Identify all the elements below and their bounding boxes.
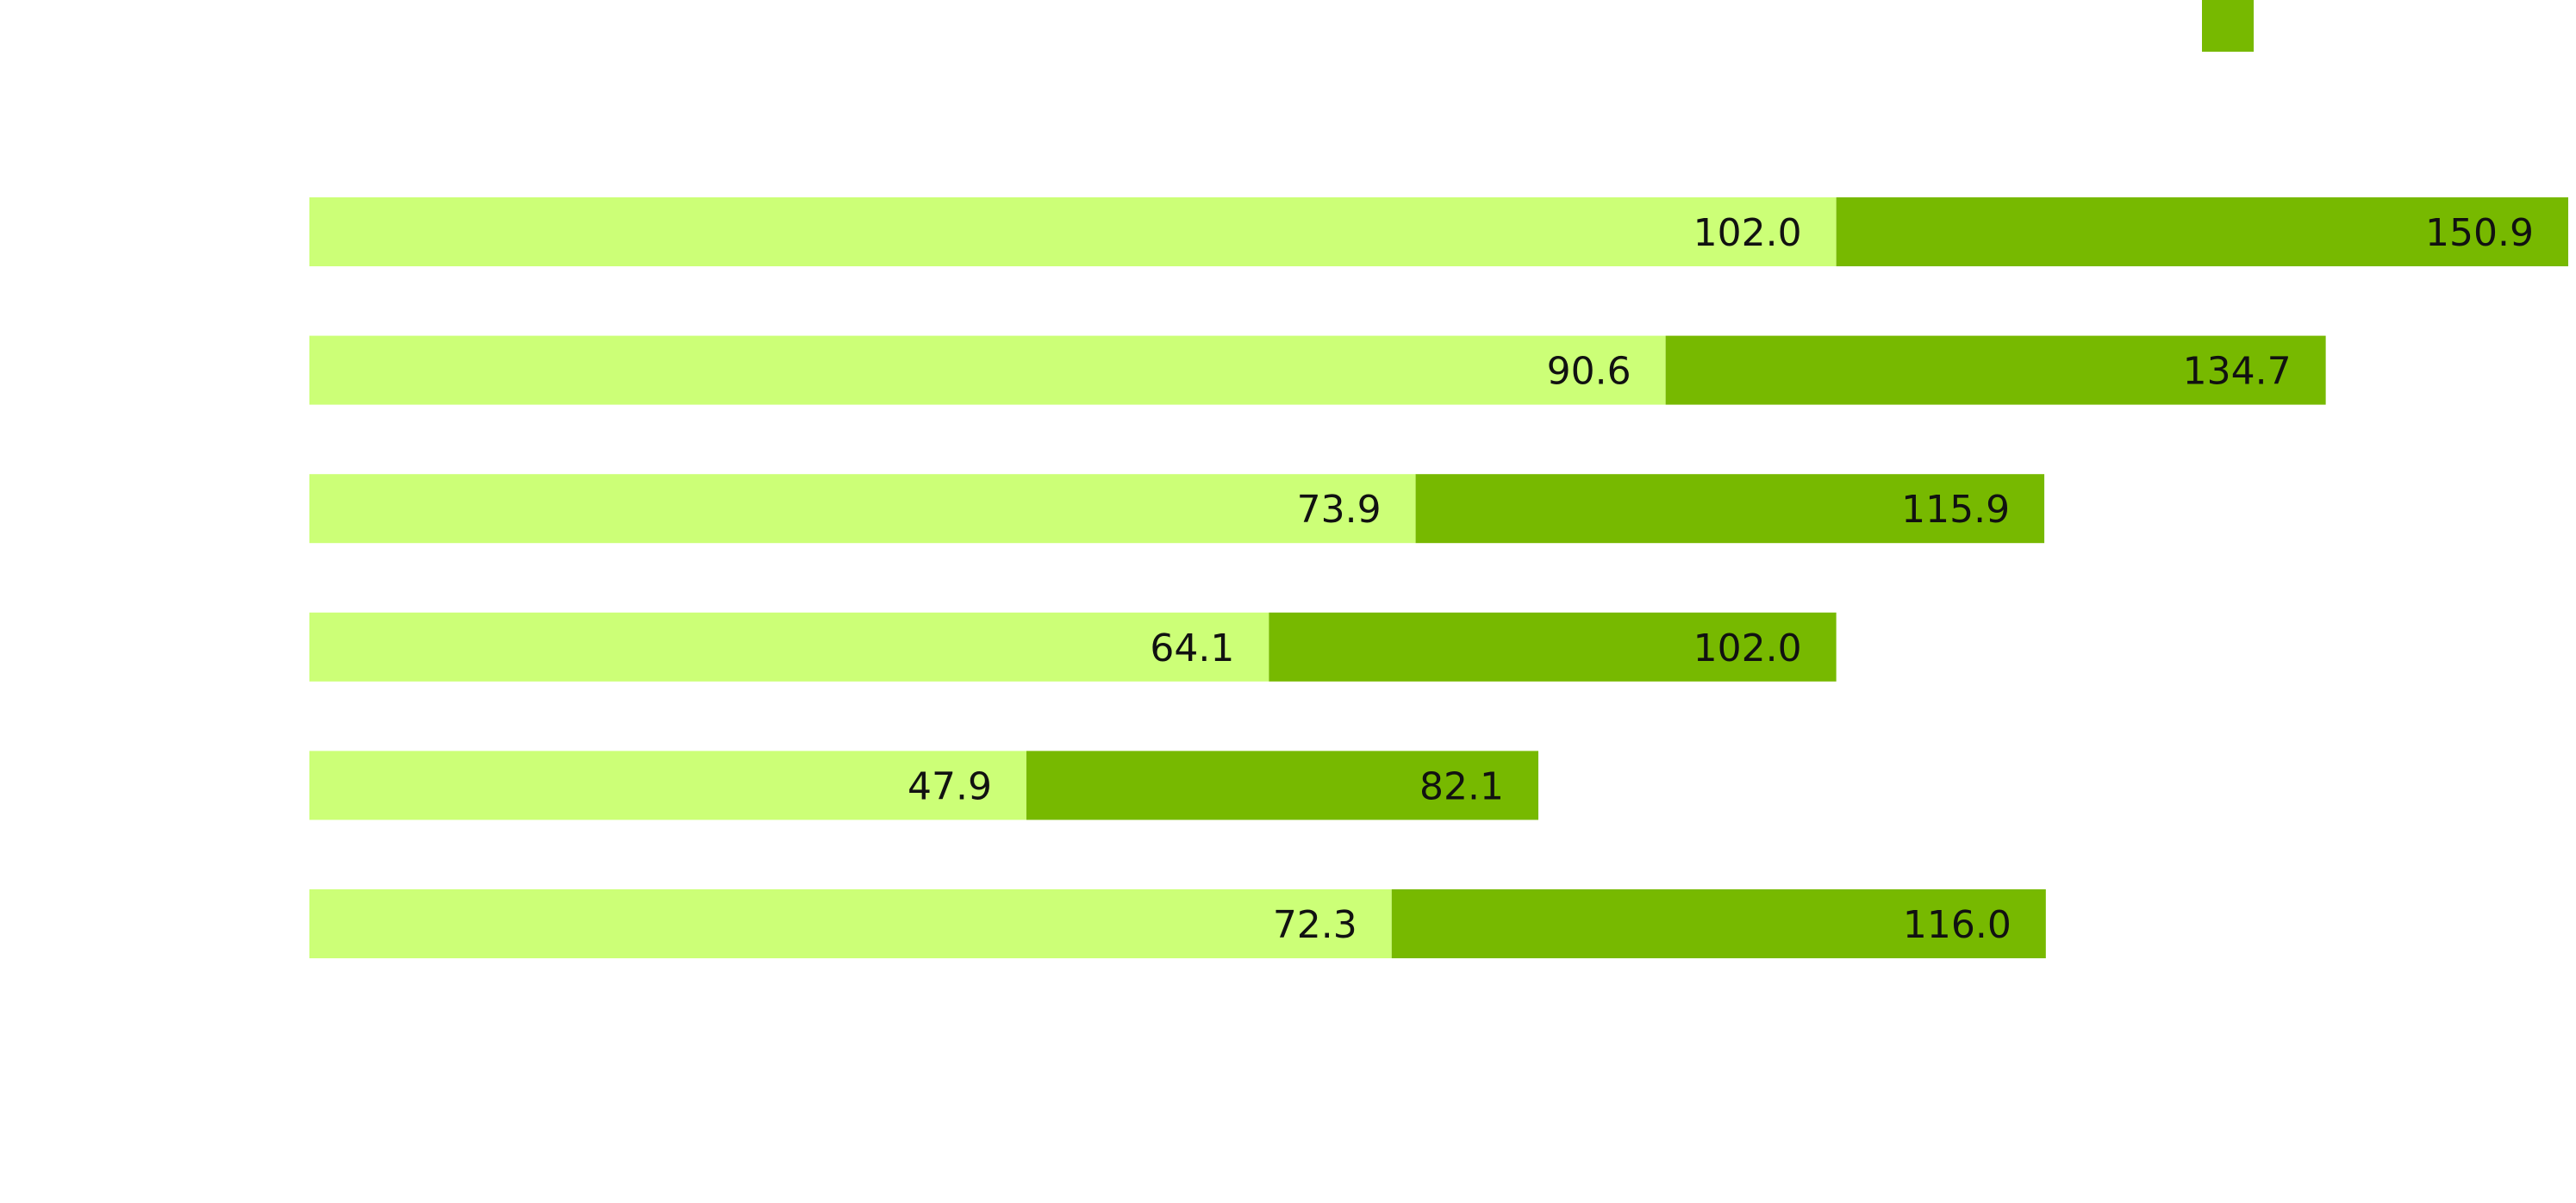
bar-2-3 — [1415, 474, 2045, 544]
bar-label-2-4: 102.0 — [1693, 626, 1802, 670]
bar-label-2-1: 150.9 — [2425, 211, 2534, 255]
bar-label-1-5: 47.9 — [908, 764, 992, 808]
bars-group: 102.0 150.9 90.6 134.7 73.9 115.9 64.1 102.0 47.… — [309, 197, 2568, 958]
bar-1-3 — [309, 474, 1416, 544]
bar-label-2-2: 134.7 — [2183, 350, 2292, 394]
bar-label-1-1: 102.0 — [1693, 211, 1802, 255]
bar-label-2-5: 82.1 — [1419, 764, 1504, 808]
bar-label-2-6: 116.0 — [1903, 903, 2012, 947]
bar-1-5 — [309, 751, 1026, 820]
bar-1-4 — [309, 612, 1269, 682]
bar-1-2 — [309, 335, 1666, 405]
bar-2-6 — [1391, 889, 2046, 958]
legend — [2202, 0, 2254, 52]
bar-2-2 — [1665, 335, 2326, 405]
bar-1-6 — [309, 889, 1392, 958]
bar-2-5 — [1026, 751, 1538, 820]
bar-label-2-3: 115.9 — [1901, 488, 2010, 532]
bar-1-1 — [309, 197, 1837, 266]
bar-label-1-6: 72.3 — [1273, 903, 1357, 947]
legend-swatch — [2202, 0, 2254, 52]
bar-2-1 — [1836, 197, 2568, 266]
bar-label-1-4: 64.1 — [1150, 626, 1234, 670]
bar-label-1-2: 90.6 — [1547, 350, 1631, 394]
bar-2-4 — [1269, 612, 1837, 682]
bar-label-1-3: 73.9 — [1297, 488, 1382, 532]
